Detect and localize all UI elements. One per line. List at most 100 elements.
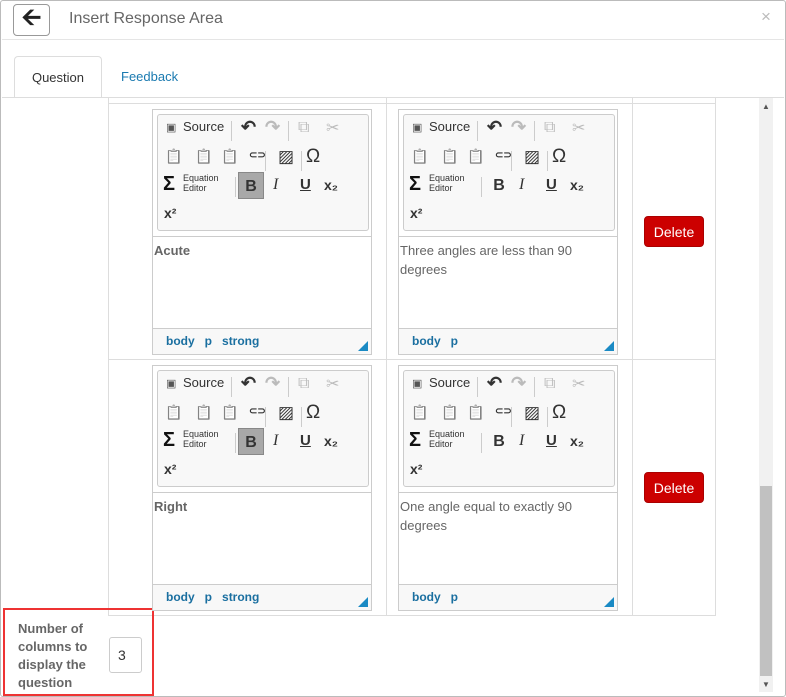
redo-icon[interactable]: ↷ — [265, 373, 281, 393]
subscript-button[interactable]: x₂ — [570, 177, 585, 193]
editor-content[interactable]: Right — [153, 492, 371, 584]
cut-icon[interactable]: ✂ — [326, 120, 340, 137]
source-icon[interactable]: ▣ — [412, 378, 423, 390]
equation-editor-label-2[interactable]: Editor — [429, 183, 453, 193]
delete-button[interactable]: Delete — [644, 216, 704, 247]
source-button[interactable]: Source — [429, 375, 471, 390]
bold-button[interactable]: B — [493, 177, 505, 194]
copy-icon[interactable]: ⧉ — [298, 375, 310, 392]
equation-editor-label-1[interactable]: Equation — [183, 429, 219, 439]
undo-icon[interactable]: ↶ — [241, 117, 257, 137]
equation-editor-label-1[interactable]: Equation — [429, 429, 465, 439]
path-item-strong[interactable]: strong — [222, 334, 260, 348]
redo-icon[interactable]: ↷ — [511, 373, 527, 393]
subscript-button[interactable]: x₂ — [570, 433, 585, 449]
scroll-down-icon[interactable]: ▼ — [762, 680, 770, 689]
bold-button[interactable]: B — [238, 172, 264, 199]
paste-text-icon[interactable]: 📋 — [195, 404, 213, 420]
superscript-button[interactable]: x² — [164, 205, 177, 221]
sigma-icon[interactable]: Σ — [163, 429, 176, 451]
close-icon[interactable]: × — [761, 7, 771, 26]
underline-button[interactable]: U — [300, 176, 311, 193]
underline-button[interactable]: U — [300, 432, 311, 449]
copy-icon[interactable]: ⧉ — [544, 375, 556, 392]
equation-editor-label-1[interactable]: Equation — [183, 173, 219, 183]
resize-handle-icon[interactable] — [604, 341, 614, 351]
omega-icon[interactable]: Ω — [306, 146, 321, 167]
paste-text-icon[interactable]: 📋 — [195, 148, 213, 164]
path-item-p[interactable]: p — [204, 334, 213, 348]
superscript-button[interactable]: x² — [410, 205, 423, 221]
tab-feedback[interactable]: Feedback — [121, 69, 179, 84]
subscript-button[interactable]: x₂ — [324, 177, 339, 193]
scrollbar-thumb[interactable] — [760, 486, 772, 676]
tab-question[interactable]: Question — [14, 56, 102, 98]
undo-icon[interactable]: ↶ — [487, 117, 503, 137]
paste-icon[interactable]: 📋 — [165, 404, 183, 420]
redo-icon[interactable]: ↷ — [511, 117, 527, 137]
italic-button[interactable]: I — [519, 432, 525, 449]
editor-content[interactable]: One angle equal to exactly 90 degrees — [399, 492, 617, 584]
path-item-body[interactable]: body — [412, 590, 441, 604]
image-icon[interactable]: ▨ — [524, 403, 541, 422]
paste-word-icon[interactable]: 📋 — [467, 148, 485, 164]
equation-editor-label-2[interactable]: Editor — [183, 439, 207, 449]
omega-icon[interactable]: Ω — [306, 402, 321, 423]
paste-text-icon[interactable]: 📋 — [441, 148, 459, 164]
path-item-p[interactable]: p — [450, 334, 459, 348]
link-icon[interactable]: ⊂⊃ — [249, 150, 266, 161]
link-icon[interactable]: ⊂⊃ — [249, 406, 266, 417]
editor-content[interactable]: Acute — [153, 236, 371, 328]
bold-button[interactable]: B — [493, 433, 505, 450]
sigma-icon[interactable]: Σ — [409, 173, 422, 195]
sigma-icon[interactable]: Σ — [409, 429, 422, 451]
subscript-button[interactable]: x₂ — [324, 433, 339, 449]
scroll-up-icon[interactable]: ▲ — [762, 102, 770, 111]
paste-word-icon[interactable]: 📋 — [467, 404, 485, 420]
copy-icon[interactable]: ⧉ — [298, 119, 310, 136]
editor-content[interactable]: Three angles are less than 90 degrees — [399, 236, 617, 328]
resize-handle-icon[interactable] — [358, 341, 368, 351]
cut-icon[interactable]: ✂ — [572, 376, 586, 393]
cut-icon[interactable]: ✂ — [572, 120, 586, 137]
path-item-p[interactable]: p — [450, 590, 459, 604]
italic-button[interactable]: I — [519, 176, 525, 193]
cut-icon[interactable]: ✂ — [326, 376, 340, 393]
path-item-strong[interactable]: strong — [222, 590, 260, 604]
columns-input[interactable]: 3 — [109, 637, 142, 673]
underline-button[interactable]: U — [546, 432, 557, 449]
italic-button[interactable]: I — [273, 432, 279, 449]
sigma-icon[interactable]: Σ — [163, 173, 176, 195]
image-icon[interactable]: ▨ — [278, 147, 295, 166]
path-item-p[interactable]: p — [204, 590, 213, 604]
image-icon[interactable]: ▨ — [278, 403, 295, 422]
equation-editor-label-2[interactable]: Editor — [183, 183, 207, 193]
paste-text-icon[interactable]: 📋 — [441, 404, 459, 420]
paste-icon[interactable]: 📋 — [411, 148, 429, 164]
scrollbar[interactable]: ▲ ▼ — [759, 98, 773, 692]
paste-word-icon[interactable]: 📋 — [221, 148, 239, 164]
superscript-button[interactable]: x² — [410, 461, 423, 477]
link-icon[interactable]: ⊂⊃ — [495, 406, 512, 417]
resize-handle-icon[interactable] — [604, 597, 614, 607]
paste-icon[interactable]: 📋 — [165, 148, 183, 164]
omega-icon[interactable]: Ω — [552, 146, 567, 167]
bold-button[interactable]: B — [238, 428, 264, 455]
source-button[interactable]: Source — [429, 119, 471, 134]
paste-icon[interactable]: 📋 — [411, 404, 429, 420]
undo-icon[interactable]: ↶ — [241, 373, 257, 393]
path-item-body[interactable]: body — [412, 334, 441, 348]
source-button[interactable]: Source — [183, 119, 225, 134]
image-icon[interactable]: ▨ — [524, 147, 541, 166]
path-item-body[interactable]: body — [166, 334, 195, 348]
source-icon[interactable]: ▣ — [412, 122, 423, 134]
copy-icon[interactable]: ⧉ — [544, 119, 556, 136]
italic-button[interactable]: I — [273, 176, 279, 193]
equation-editor-label-2[interactable]: Editor — [429, 439, 453, 449]
link-icon[interactable]: ⊂⊃ — [495, 150, 512, 161]
underline-button[interactable]: U — [546, 176, 557, 193]
